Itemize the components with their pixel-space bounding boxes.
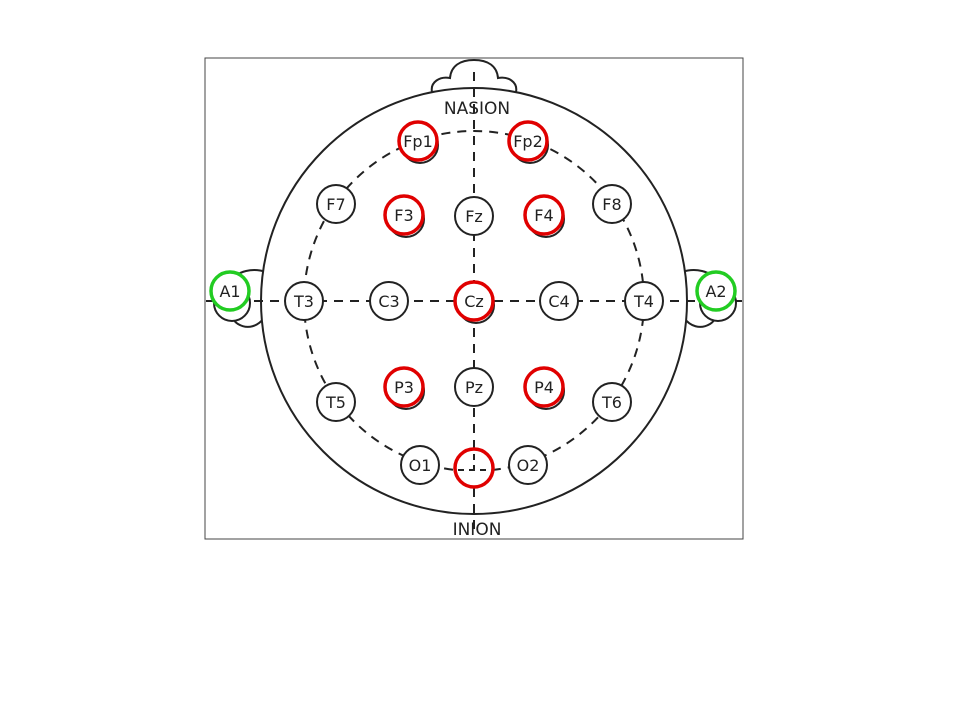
electrode-a2-green-ring (695, 270, 737, 312)
electrode-pz-label: Pz (465, 378, 483, 397)
diagram-frame (204, 57, 744, 540)
electrode-f3: F3 (383, 194, 425, 238)
electrode-c3-label: C3 (378, 292, 399, 311)
electrode-f7-circle (316, 184, 356, 224)
electrode-pz-circle (454, 367, 494, 407)
electrode-c3-circle (369, 281, 409, 321)
electrode-f8-label: F8 (602, 195, 621, 214)
electrode-t6-label: T6 (601, 393, 622, 412)
electrode-p3: P3 (383, 366, 425, 410)
electrode-f8-circle (592, 184, 632, 224)
electrode-fp2-label: Fp2 (513, 132, 543, 151)
electrode-t4-label: T4 (633, 292, 654, 311)
electrode-t4-circle (624, 281, 664, 321)
electrode-fp1-label: Fp1 (403, 132, 433, 151)
electrode-fp2: Fp2 (507, 120, 549, 164)
electrode-a2: A2 (695, 270, 737, 322)
electrode-t5-label: T5 (325, 393, 346, 412)
electrode-f4-red-ring (523, 194, 565, 236)
electrode-fp1: Fp1 (397, 120, 439, 164)
electrode-fp1-red-ring (397, 120, 439, 162)
electrode-f7: F7 (316, 184, 356, 224)
electrode-f8: F8 (592, 184, 632, 224)
electrode-o1-circle (400, 445, 440, 485)
electrode-t6: T6 (592, 382, 632, 422)
electrode-t3-circle (284, 281, 324, 321)
electrode-f4-label: F4 (534, 206, 553, 225)
electrode-o2-circle (508, 445, 548, 485)
electrode-a1-green-ring (209, 270, 251, 312)
electrode-o2: O2 (508, 445, 548, 485)
electrode-a2-label: A2 (705, 282, 726, 301)
electrode-p4-red-ring (523, 366, 565, 408)
electrode-t5: T5 (316, 382, 356, 422)
electrode-t4: T4 (624, 281, 664, 321)
electrode-f7-label: F7 (326, 195, 345, 214)
electrode-c4-circle (539, 281, 579, 321)
electrode-cz: Cz (453, 280, 495, 324)
electrode-cz-red-ring (453, 280, 495, 322)
electrode-fz: Fz (454, 196, 494, 236)
electrode-o2-label: O2 (517, 456, 540, 475)
electrode-cz-label: Cz (464, 292, 484, 311)
electrode-c3: C3 (369, 281, 409, 321)
electrode-t6-circle (592, 382, 632, 422)
electrode-f3-label: F3 (394, 206, 413, 225)
inion-label: INION (453, 520, 502, 540)
electrode-a1-label: A1 (219, 282, 240, 301)
electrode-c4-label: C4 (548, 292, 569, 311)
electrode-p3-red-ring (383, 366, 425, 408)
electrode-a1: A1 (209, 270, 251, 322)
electrode-f3-red-ring (383, 194, 425, 236)
nasion-label: NASION (444, 99, 510, 119)
electrode-oz (453, 447, 495, 489)
electrode-pz: Pz (454, 367, 494, 407)
electrode-t3-label: T3 (293, 292, 314, 311)
electrode-p3-label: P3 (394, 378, 414, 397)
electrode-p4: P4 (523, 366, 565, 410)
electrode-o1-label: O1 (409, 456, 432, 475)
electrode-fz-circle (454, 196, 494, 236)
electrode-t3: T3 (284, 281, 324, 321)
electrode-f4: F4 (523, 194, 565, 238)
electrode-t5-circle (316, 382, 356, 422)
electrode-fp2-red-ring (507, 120, 549, 162)
electrode-c4: C4 (539, 281, 579, 321)
electrode-p4-label: P4 (534, 378, 554, 397)
electrodes-layer: Fp1 Fp2 F7 F3 Fz F4 F8 A1 T3 C3 Cz C4 T4 A2 T5 P3 Pz P4 T6… (209, 120, 737, 489)
electrode-o1: O1 (400, 445, 440, 485)
electrode-fz-label: Fz (465, 207, 483, 226)
